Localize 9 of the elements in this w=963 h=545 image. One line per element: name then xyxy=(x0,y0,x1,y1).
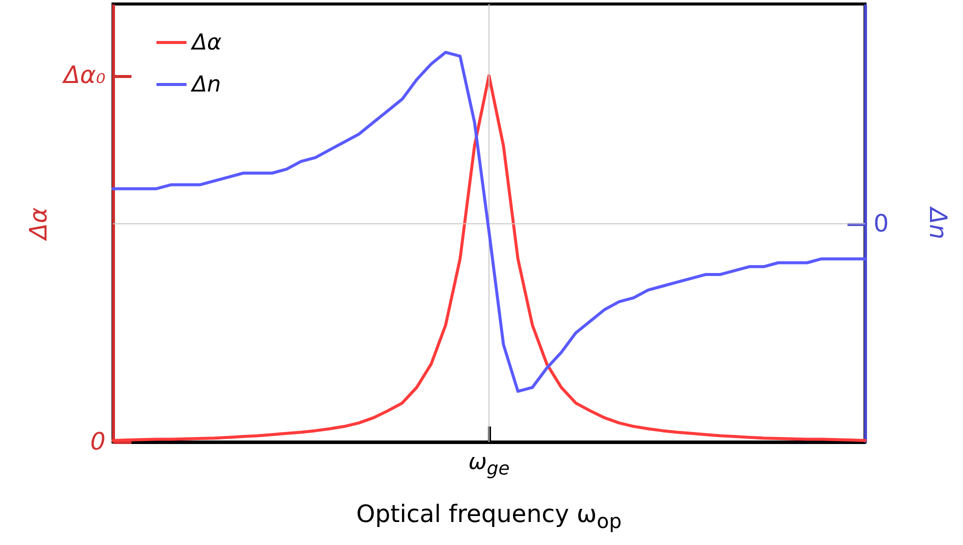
legend-label: Δn xyxy=(190,72,221,98)
text: Δα₀ xyxy=(62,61,106,90)
x-axis-title: Optical frequency ω$_{op}$ xyxy=(356,500,622,533)
y2-axis-title: Δn xyxy=(924,206,952,240)
text: 0 xyxy=(90,428,106,456)
legend-label: Δα xyxy=(190,30,222,56)
y-axis-title: Δα xyxy=(24,207,53,242)
text: ω$_{ge}$ xyxy=(468,450,510,480)
text: 0 xyxy=(874,209,889,238)
